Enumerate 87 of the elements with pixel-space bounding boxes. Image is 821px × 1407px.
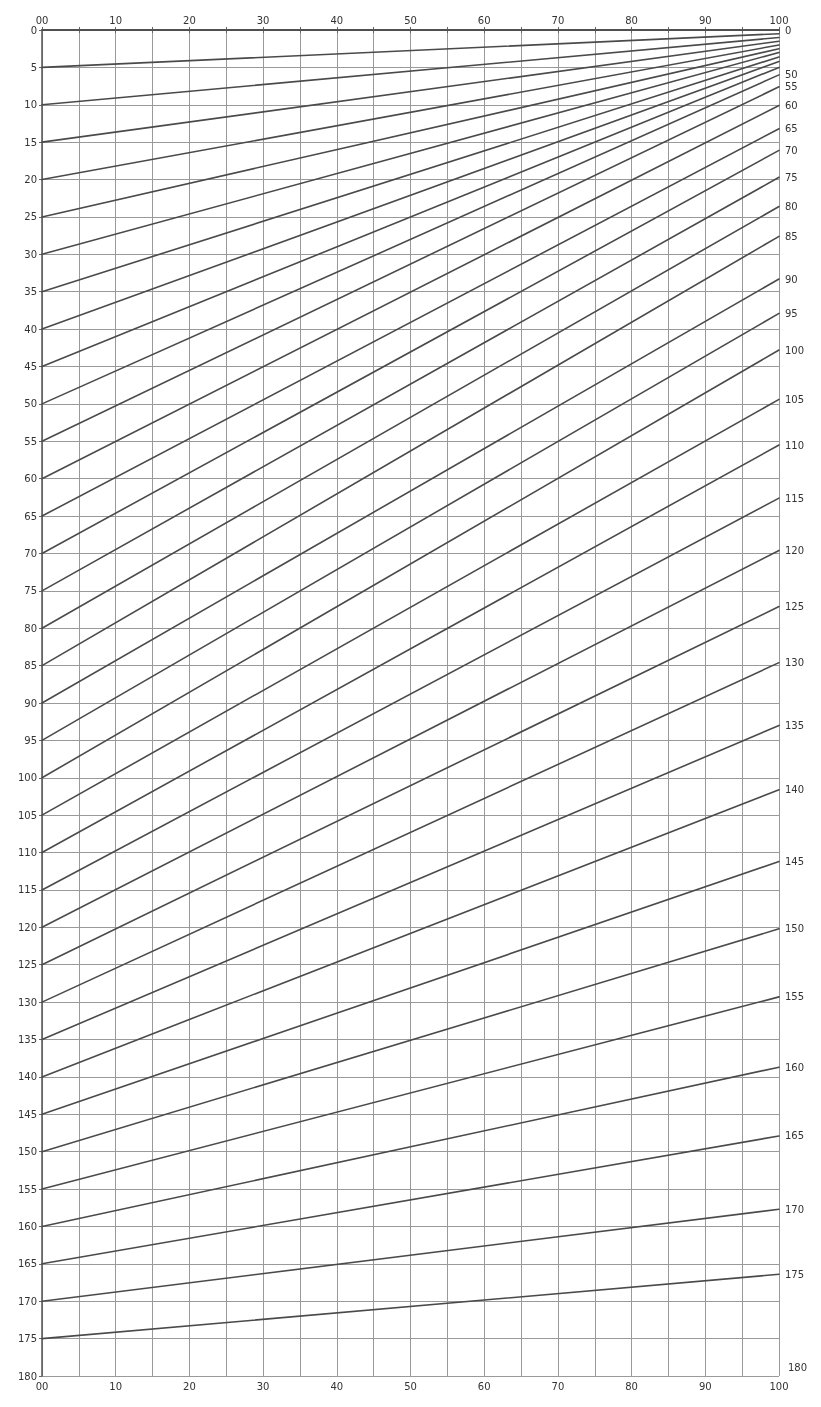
y-tick-label: 165 — [17, 1258, 37, 1270]
y-tick-label: 95 — [24, 734, 37, 746]
series-label: 160 — [785, 1061, 805, 1073]
x2-tick-label: 80 — [625, 14, 638, 26]
series-label: 105 — [785, 393, 805, 405]
x2-tick-label: 100 — [769, 14, 789, 26]
y-tick-label: 55 — [24, 435, 37, 447]
y-tick-label: 75 — [24, 585, 37, 597]
x2-tick-label: 60 — [477, 14, 491, 26]
x-tick-label: 100 — [769, 1380, 789, 1392]
y-tick-label: 40 — [24, 323, 37, 335]
x2-tick-label: 90 — [698, 14, 712, 26]
series-label: 55 — [785, 81, 798, 93]
series-label: 165 — [785, 1130, 805, 1142]
series-label: 175 — [785, 1268, 805, 1280]
series-label: 135 — [785, 719, 805, 731]
y-tick-label: 155 — [17, 1183, 37, 1195]
y-tick-label: 150 — [17, 1146, 37, 1158]
x2-tick-label: 10 — [109, 14, 123, 26]
x-tick-label: 00 — [35, 1380, 49, 1392]
series-label: 100 — [785, 344, 805, 356]
y-tick-label: 180 — [17, 1370, 37, 1382]
series-label: 50 — [785, 69, 798, 81]
x2-tick-label: 50 — [404, 14, 417, 26]
y-tick-label: 20 — [24, 174, 37, 186]
x2-tick-label: 00 — [35, 14, 49, 26]
x-tick-label: 30 — [256, 1380, 270, 1392]
y-tick-label: 85 — [24, 660, 37, 672]
y-tick-label: 5 — [30, 61, 37, 73]
y-tick-label: 145 — [17, 1108, 37, 1120]
y-tick-label: 135 — [17, 1034, 37, 1045]
x-tick-label: 80 — [625, 1380, 638, 1392]
y-tick-label: 110 — [17, 847, 37, 859]
series-label: 145 — [785, 856, 805, 868]
y-tick-label: 115 — [17, 884, 37, 896]
y-tick-label: 30 — [24, 248, 37, 260]
y-tick-label: 125 — [17, 959, 37, 971]
y-tick-label: 105 — [17, 809, 37, 821]
series-label: 90 — [785, 273, 798, 285]
x-tick-label: 90 — [698, 1380, 712, 1392]
x-tick-label: 70 — [551, 1380, 565, 1392]
y-tick-label: 100 — [17, 772, 37, 784]
series-label: 70 — [785, 144, 798, 156]
series-label: 155 — [785, 991, 805, 1003]
series-label: 95 — [785, 307, 798, 319]
x2-tick-label: 40 — [330, 14, 344, 26]
y-tick-label: 175 — [17, 1333, 37, 1345]
x-tick-label: 10 — [109, 1380, 123, 1392]
y-tick-label: 15 — [24, 136, 37, 148]
y-tick-label: 90 — [24, 697, 37, 709]
series-label: 75 — [785, 171, 798, 183]
y-tick-label: 80 — [24, 622, 37, 634]
y-tick-label: 160 — [17, 1220, 37, 1232]
y-tick-label: 35 — [24, 286, 37, 298]
y-tick-label: 170 — [17, 1295, 37, 1307]
series-label: 85 — [785, 230, 798, 242]
series-label: 125 — [785, 601, 805, 613]
x-tick-label: 60 — [477, 1380, 491, 1392]
y-tick-label: 65 — [24, 510, 37, 522]
series-label: 120 — [785, 544, 805, 556]
series-label: 65 — [785, 123, 798, 135]
y-tick-label: 60 — [24, 473, 37, 485]
x2-tick-label: 20 — [183, 14, 196, 26]
series-label: 80 — [785, 200, 798, 212]
x-tick-label: 40 — [330, 1380, 344, 1392]
y-tick-label: 25 — [24, 211, 37, 223]
y-tick-label: 140 — [17, 1071, 37, 1083]
series-label: 170 — [785, 1203, 805, 1215]
x2-tick-label: 70 — [551, 14, 565, 26]
y-tick-label: 70 — [24, 547, 37, 559]
x2-tick-label: 30 — [256, 14, 270, 26]
y-tick-label: 10 — [24, 99, 37, 111]
series-label: 150 — [785, 923, 805, 935]
text: 180 — [787, 1361, 808, 1373]
y-tick-label: 120 — [17, 921, 37, 933]
series-label: 60 — [785, 100, 798, 112]
series-label: 0 — [785, 24, 792, 36]
y-tick-label: 45 — [24, 361, 37, 372]
y-tick-label: 130 — [17, 996, 37, 1008]
series-label: 115 — [785, 492, 805, 504]
series-label: 130 — [785, 657, 805, 669]
y-tick-label: 50 — [24, 398, 37, 410]
x-tick-label: 50 — [404, 1380, 417, 1392]
series-label: 140 — [785, 784, 805, 796]
series-label: 110 — [785, 439, 805, 451]
x-tick-label: 20 — [183, 1380, 196, 1392]
y-tick-label: 0 — [30, 24, 37, 36]
